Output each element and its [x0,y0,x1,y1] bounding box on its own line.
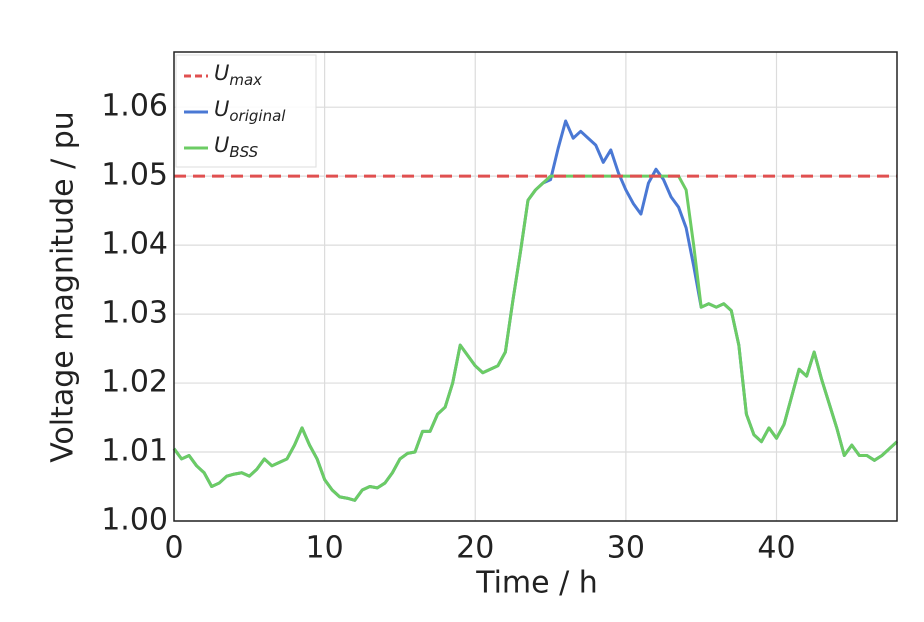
legend-label: UBSS [214,133,259,161]
legend-label: Umax [214,61,262,89]
y-tick-label: 1.00 [101,503,168,538]
legend-label: Uoriginal [214,97,286,125]
y-axis-label: Voltage magnitude / pu [46,111,81,463]
x-tick-label: 10 [306,531,344,566]
legend-name: U [214,97,229,121]
plot-frame [173,51,898,522]
legend-subscript: original [229,107,286,125]
x-tick-label: 0 [164,531,183,566]
x-tick-label: 20 [456,531,494,566]
legend-name: U [214,61,229,85]
y-tick-label: 1.03 [101,296,168,331]
legend-subscript: max [229,71,262,89]
y-tick-label: 1.04 [101,227,168,262]
legend-subscript: BSS [229,143,258,161]
legend-name: U [214,133,229,157]
y-tick-label: 1.05 [101,158,168,193]
x-tick-label: 30 [607,531,645,566]
x-axis-label: Time / h [475,566,598,601]
y-tick-label: 1.01 [101,434,168,469]
x-tick-label: 40 [757,531,795,566]
y-tick-label: 1.02 [101,365,168,400]
series-line [172,119,899,502]
y-tick-label: 1.06 [101,89,168,124]
series-line [172,174,899,502]
